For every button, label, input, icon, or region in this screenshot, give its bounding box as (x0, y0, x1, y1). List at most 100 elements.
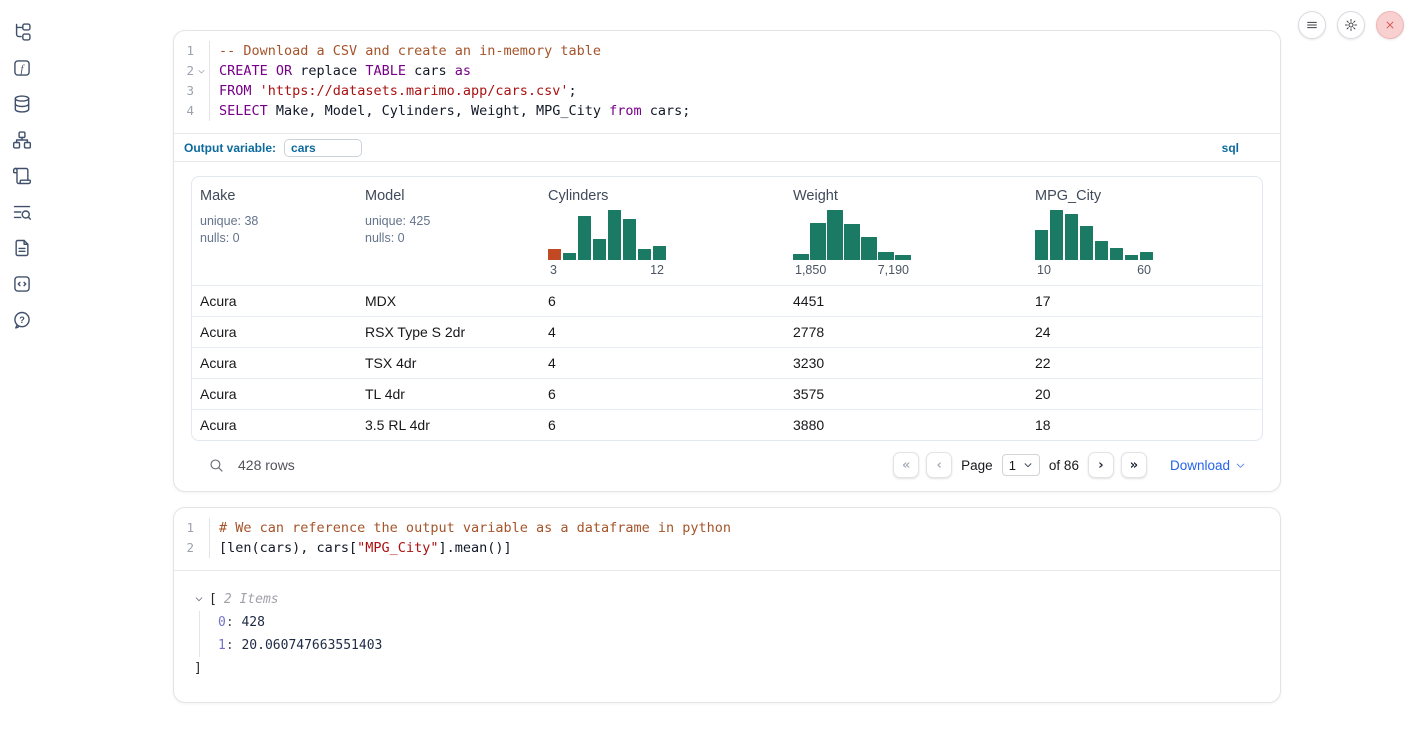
code-square-icon (12, 274, 32, 294)
sidebar-item-data-sources[interactable] (11, 93, 33, 115)
tree-entry: 0: 428 (218, 611, 1260, 634)
function-square-icon: f (12, 58, 32, 78)
table-row[interactable]: Acura3.5 RL 4dr6388018 (192, 409, 1262, 440)
notebook-cells: 1 -- Download a CSV and create an in-mem… (173, 30, 1281, 703)
code-line: 1 -- Download a CSV and create an in-mem… (174, 41, 1280, 61)
code-line: 4 SELECT Make, Model, Cylinders, Weight,… (174, 101, 1280, 121)
table-header-row: Make unique: 38nulls: 0 Model unique: 42… (192, 177, 1262, 285)
hist-max-label: 7,190 (878, 263, 909, 277)
histogram-bar (793, 254, 809, 260)
tree-collapse-chevron-icon[interactable] (194, 594, 206, 606)
database-icon (12, 94, 32, 114)
table-footer: 428 rows « ‹ Page 1 of 86 › » Download (191, 441, 1263, 491)
sidebar-item-documentation[interactable] (11, 237, 33, 259)
notebook-menu-button[interactable] (1298, 11, 1326, 39)
chevrons-right-icon: » (1130, 458, 1138, 473)
histogram-bar (1050, 210, 1063, 260)
text-search-icon (12, 202, 32, 222)
column-header-mpg-city[interactable]: MPG_City 1060 (1027, 177, 1262, 285)
sidebar-item-outline[interactable] (11, 165, 33, 187)
nulls-stat: nulls: 0 (365, 230, 532, 247)
column-header-cylinders[interactable]: Cylinders 312 (540, 177, 785, 285)
histogram-bar (861, 237, 877, 261)
python-code-editor[interactable]: 1 # We can reference the output variable… (174, 508, 1280, 570)
chevron-right-icon: › (1098, 458, 1103, 473)
page-select[interactable]: 1 (1002, 454, 1040, 476)
page-label: Page (961, 458, 993, 473)
tree-entry: 1: 20.060747663551403 (218, 634, 1260, 657)
line-number: 1 (180, 518, 194, 538)
table-search-button[interactable] (208, 457, 225, 474)
histogram-bar (1080, 226, 1093, 260)
sidebar-item-help[interactable]: ? (11, 309, 33, 331)
language-badge[interactable]: sql (1222, 141, 1239, 155)
column-header-model[interactable]: Model unique: 425nulls: 0 (357, 177, 540, 285)
histogram-bar (593, 239, 606, 260)
histogram-bar (827, 210, 843, 260)
histogram-bar (548, 249, 561, 260)
page-total-label: of 86 (1049, 458, 1079, 473)
shutdown-button[interactable] (1376, 11, 1404, 39)
svg-text:f: f (20, 63, 25, 75)
hist-max-label: 12 (650, 263, 664, 277)
nulls-stat: nulls: 0 (200, 230, 349, 247)
histogram-bar (608, 210, 621, 260)
next-page-button[interactable]: › (1088, 452, 1114, 478)
python-cell-output: [ 2 Items 0: 428 1: 20.060747663551403 ] (174, 570, 1280, 702)
hist-min-label: 10 (1037, 263, 1051, 277)
download-menu[interactable]: Download (1170, 458, 1246, 473)
sidebar-item-logs[interactable] (11, 201, 33, 223)
histogram-bar (895, 255, 911, 261)
search-icon (208, 457, 225, 474)
sql-result-table-section: Make unique: 38nulls: 0 Model unique: 42… (174, 161, 1280, 491)
hist-min-label: 1,850 (795, 263, 826, 277)
column-header-weight[interactable]: Weight 1,8507,190 (785, 177, 1027, 285)
sql-comment: -- Download a CSV and create an in-memor… (219, 43, 601, 59)
histogram-bar (810, 223, 826, 261)
histogram-bar (653, 246, 666, 260)
network-icon (12, 130, 32, 150)
tree-open-bracket: [ (209, 588, 217, 611)
chevrons-left-icon: « (902, 458, 910, 473)
line-number: 4 (180, 101, 194, 121)
line-number: 2 (180, 538, 194, 558)
chevron-left-icon: ‹ (936, 458, 941, 473)
output-variable-label: Output variable: (184, 141, 276, 155)
last-page-button[interactable]: » (1121, 452, 1147, 478)
table-row[interactable]: AcuraMDX6445117 (192, 285, 1262, 316)
sql-cell: 1 -- Download a CSV and create an in-mem… (173, 30, 1281, 492)
sidebar-item-snippets[interactable] (11, 273, 33, 295)
code-line: 1 # We can reference the output variable… (174, 518, 1280, 538)
column-header-make[interactable]: Make unique: 38nulls: 0 (192, 177, 357, 285)
output-variable-row: Output variable: sql (174, 133, 1280, 161)
hist-max-label: 60 (1137, 263, 1151, 277)
sql-code-editor[interactable]: 1 -- Download a CSV and create an in-mem… (174, 31, 1280, 133)
sidebar-item-variables[interactable]: f (11, 57, 33, 79)
weight-histogram: 1,850 7,190 (793, 210, 911, 277)
svg-text:?: ? (19, 315, 25, 325)
histogram-bar (1125, 255, 1138, 260)
histogram-bar (578, 216, 591, 260)
histogram-bar (638, 249, 651, 260)
hist-min-label: 3 (550, 263, 557, 277)
tree-items-count: 2 Items (224, 588, 279, 611)
sidebar-item-file-explorer[interactable] (11, 21, 33, 43)
scroll-icon (12, 166, 32, 186)
table-row[interactable]: AcuraRSX Type S 2dr4277824 (192, 316, 1262, 347)
first-page-button[interactable]: « (893, 452, 919, 478)
code-line: 3 FROM 'https://datasets.marimo.app/cars… (174, 81, 1280, 101)
line-number: 2 (180, 61, 194, 81)
row-count: 428 rows (238, 457, 295, 473)
fold-chevron-icon[interactable] (194, 64, 209, 78)
sidebar-item-dependency-graph[interactable] (11, 129, 33, 151)
unique-stat: unique: 38 (200, 213, 349, 230)
table-row[interactable]: AcuraTSX 4dr4323022 (192, 347, 1262, 378)
output-variable-input[interactable] (284, 139, 362, 157)
line-number: 3 (180, 81, 194, 101)
chevron-down-icon (1023, 460, 1033, 470)
table-row[interactable]: AcuraTL 4dr6357520 (192, 378, 1262, 409)
code-line: 2 [len(cars), cars["MPG_City"].mean()] (174, 538, 1280, 558)
previous-page-button[interactable]: ‹ (926, 452, 952, 478)
notebook-actions (1298, 11, 1404, 39)
settings-button[interactable] (1337, 11, 1365, 39)
